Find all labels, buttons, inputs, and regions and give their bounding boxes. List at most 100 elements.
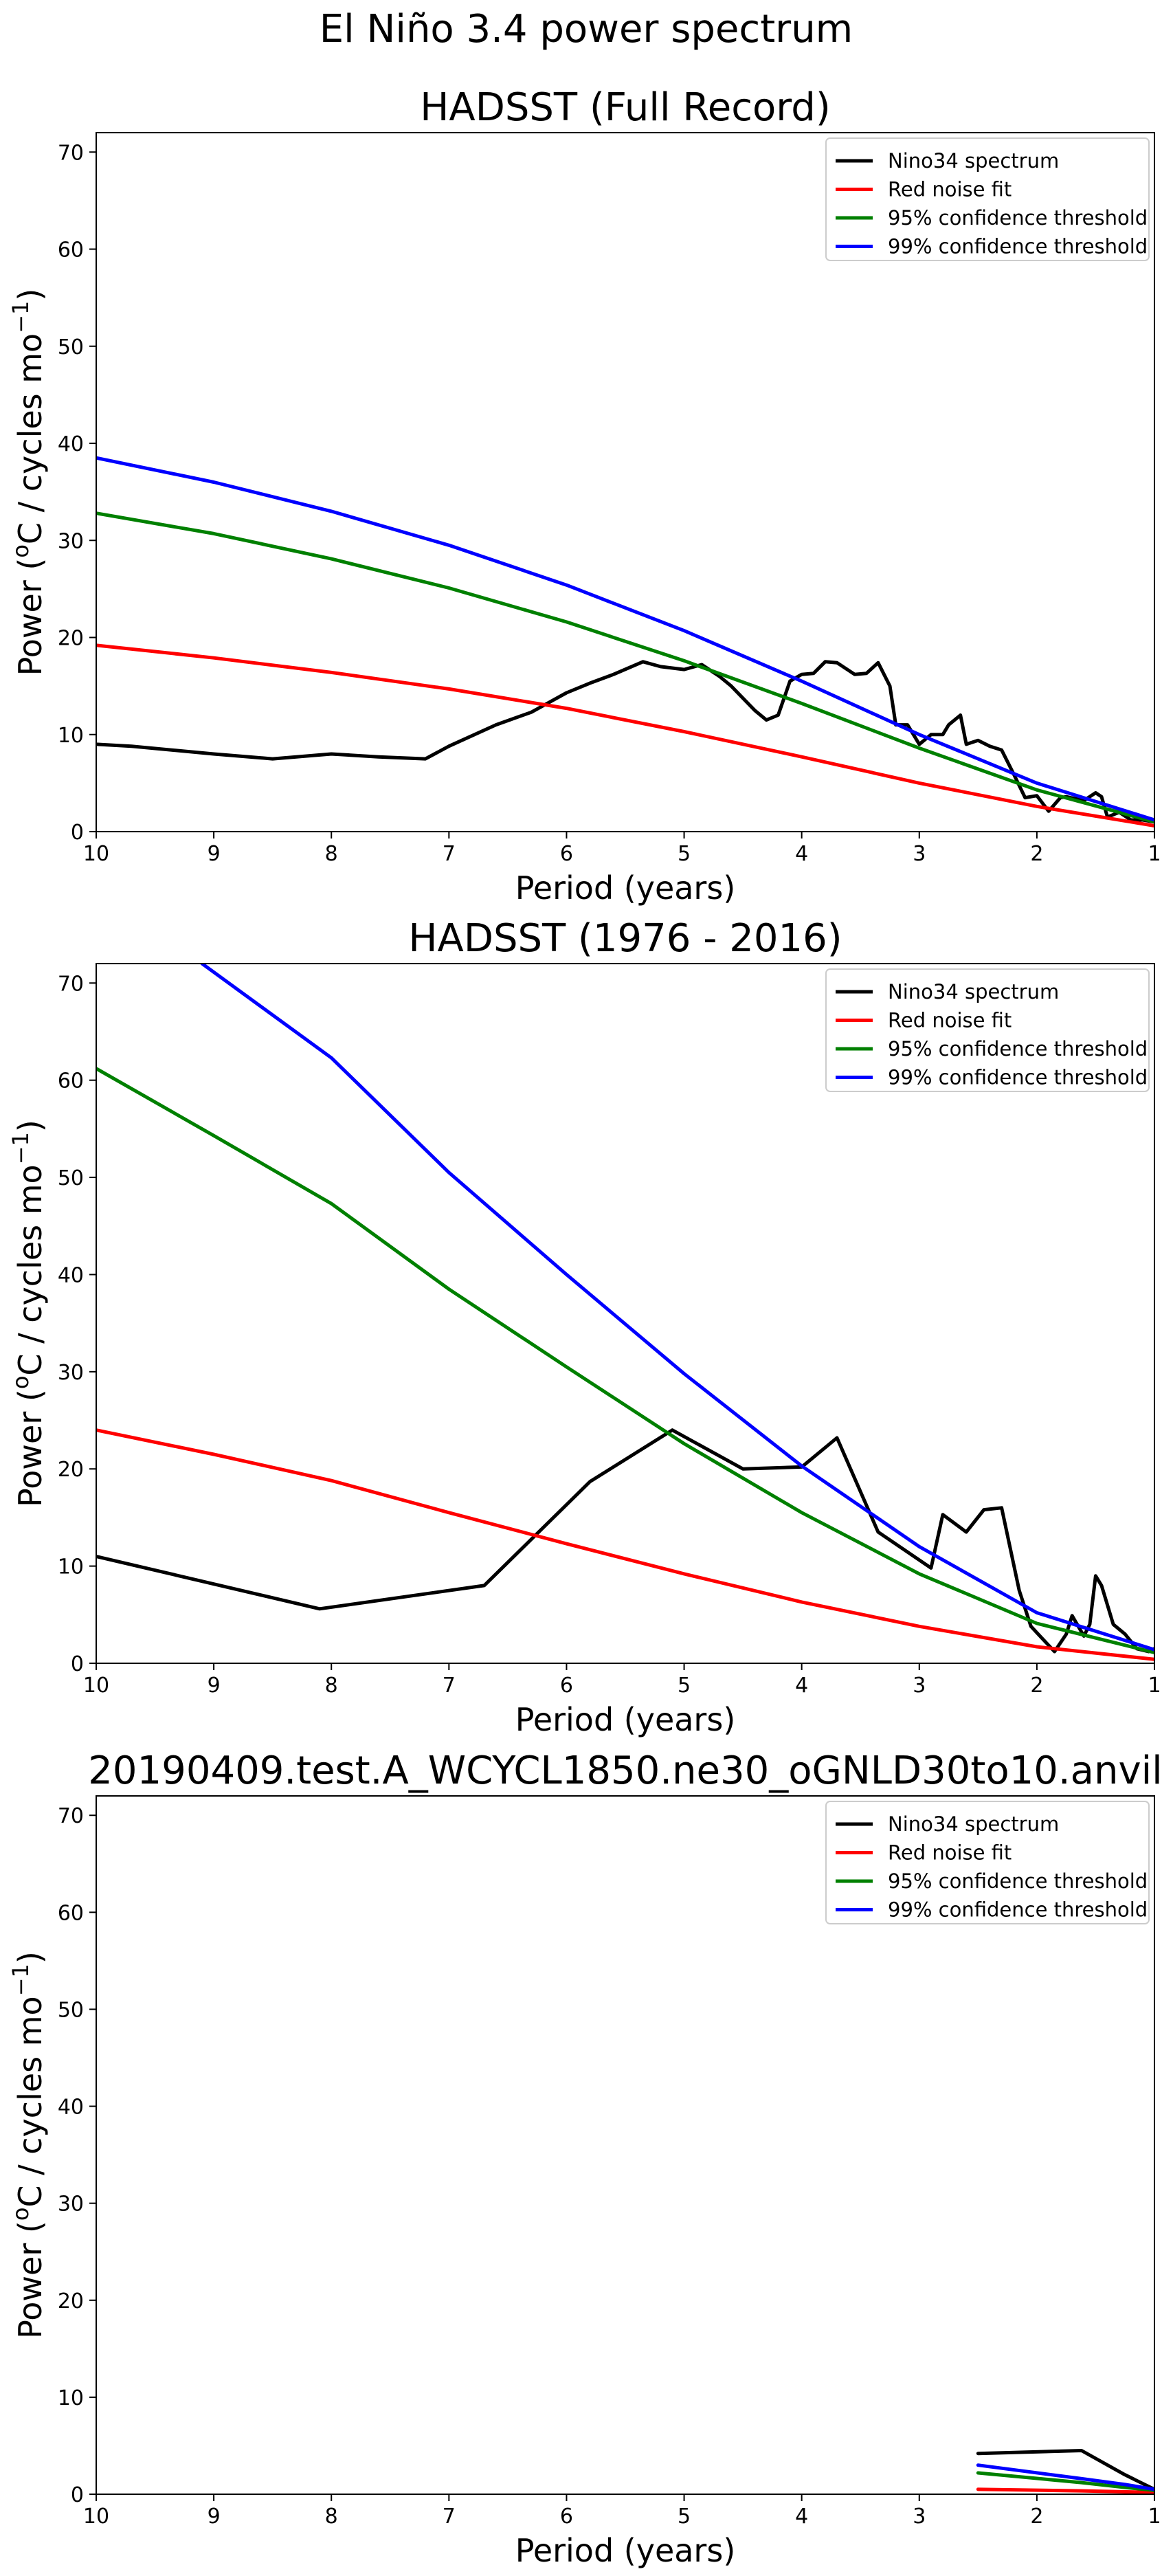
x-tick-label: 1 <box>1148 1674 1161 1698</box>
y-tick-label: 20 <box>58 1458 84 1482</box>
x-tick-label: 4 <box>795 2505 808 2529</box>
y-tick-label: 10 <box>58 2386 84 2410</box>
series-line-99-confidence-threshold <box>976 2463 1154 2491</box>
legend-label: 95% confidence threshold <box>888 1869 1148 1893</box>
legend: Nino34 spectrum Red noise fit 95% confiden… <box>825 1801 1150 1924</box>
panels: HADSST (Full Record)10 9 8 7 6 5 4 3 2 1010203040… <box>8 85 1163 2569</box>
y-tick-label: 20 <box>58 2289 84 2313</box>
y-tick-label: 0 <box>71 2483 84 2507</box>
x-tick-label: 9 <box>208 1674 221 1698</box>
x-tick-label: 4 <box>795 1674 808 1698</box>
figure-suptitle: El Niño 3.4 power spectrum <box>320 7 853 52</box>
y-axis-label: Power (oC / cycles mo−1) <box>8 1120 49 1507</box>
x-tick-label: 6 <box>560 842 573 866</box>
y-tick-label: 60 <box>58 1069 84 1093</box>
chart-panel-1: HADSST (Full Record)10 9 8 7 6 5 4 3 2 1010203040… <box>8 85 1161 907</box>
y-tick-label: 20 <box>58 627 84 651</box>
series-line-red-noise-fit <box>96 643 1154 828</box>
axes-frame <box>96 132 1155 832</box>
y-tick-label: 10 <box>58 724 84 748</box>
x-tick-label: 9 <box>208 2505 221 2529</box>
series-line-red-noise-fit <box>96 1428 1154 1661</box>
y-tick-label: 70 <box>58 1804 84 1828</box>
y-tick-label: 40 <box>58 2096 84 2120</box>
legend-label: Red noise fit <box>888 178 1012 201</box>
y-tick-label: 60 <box>58 238 84 263</box>
legend-box <box>825 968 1150 1092</box>
series-line-nino34-spectrum <box>96 1428 1154 1654</box>
x-tick-label: 7 <box>443 842 456 866</box>
y-tick-label: 30 <box>58 1361 84 1385</box>
y-tick-label: 50 <box>58 335 84 359</box>
y-axis-label: Power (oC / cycles mo−1) <box>8 1951 49 2339</box>
x-tick-label: 6 <box>560 2505 573 2529</box>
axes-frame <box>96 1795 1155 2495</box>
legend-label: 95% confidence threshold <box>888 1037 1148 1061</box>
x-tick-label: 3 <box>913 1674 926 1698</box>
x-tick-label: 5 <box>678 2505 691 2529</box>
y-tick-label: 40 <box>58 1263 84 1287</box>
y-tick-label: 50 <box>58 1998 84 2022</box>
series-line-95-confidence-threshold <box>96 1067 1154 1654</box>
legend-label: Red noise fit <box>888 1009 1012 1032</box>
y-axis-label: Power (oC / cycles mo−1) <box>8 289 49 676</box>
x-tick-label: 9 <box>208 842 221 866</box>
x-tick-label: 8 <box>325 2505 338 2529</box>
chart-panel-2: HADSST (1976 - 2016)10 9 8 7 6 5 4 3 2 1010203040… <box>8 916 1161 1738</box>
y-tick-label: 60 <box>58 1901 84 1925</box>
legend-label: Nino34 spectrum <box>888 149 1059 173</box>
chart-title: HADSST (Full Record) <box>420 85 830 130</box>
legend-label: Red noise fit <box>888 1841 1012 1865</box>
axes-frame <box>96 963 1155 1664</box>
x-tick-label: 1 <box>1148 842 1161 866</box>
x-tick-label: 4 <box>795 842 808 866</box>
legend-label: Nino34 spectrum <box>888 1812 1059 1836</box>
x-axis-label: Period (years) <box>515 2532 736 2569</box>
legend-box <box>825 1801 1150 1924</box>
legend: Nino34 spectrum Red noise fit 95% confiden… <box>825 137 1150 261</box>
x-tick-label: 5 <box>678 842 691 866</box>
x-tick-label: 2 <box>1030 1674 1043 1698</box>
y-tick-label: 70 <box>58 141 84 165</box>
series-line-95-confidence-threshold <box>976 2471 1154 2492</box>
chart-title: 20190409.test.A_WCYCL1850.ne30_oGNLD30to… <box>88 1748 1162 1793</box>
series-group <box>976 2449 1154 2494</box>
x-tick-label: 8 <box>325 842 338 866</box>
x-tick-label: 7 <box>443 1674 456 1698</box>
legend-label: 99% confidence threshold <box>888 1066 1148 1089</box>
x-tick-label: 6 <box>560 1674 573 1698</box>
y-tick-label: 50 <box>58 1166 84 1190</box>
y-tick-label: 30 <box>58 529 84 553</box>
x-tick-label: 3 <box>913 2505 926 2529</box>
x-tick-label: 1 <box>1148 2505 1161 2529</box>
x-tick-label: 5 <box>678 1674 691 1698</box>
x-tick-label: 8 <box>325 1674 338 1698</box>
y-tick-label: 40 <box>58 432 84 456</box>
chart-title: HADSST (1976 - 2016) <box>408 916 842 961</box>
x-axis-label: Period (years) <box>515 1701 736 1738</box>
series-line-95-confidence-threshold <box>96 511 1154 824</box>
x-tick-label: 10 <box>83 1674 109 1698</box>
x-tick-label: 10 <box>83 2505 109 2529</box>
y-tick-label: 0 <box>71 1652 84 1676</box>
y-tick-label: 10 <box>58 1555 84 1579</box>
series-line-red-noise-fit <box>976 2487 1154 2494</box>
series-group <box>96 456 1154 828</box>
legend: Nino34 spectrum Red noise fit 95% confiden… <box>825 968 1150 1092</box>
chart-panel-3: 20190409.test.A_WCYCL1850.ne30_oGNLD30to… <box>8 1748 1163 2569</box>
series-line-99-confidence-threshold <box>200 964 1154 1652</box>
x-tick-label: 7 <box>443 2505 456 2529</box>
legend-label: Nino34 spectrum <box>888 980 1059 1003</box>
series-line-nino34-spectrum <box>96 660 1154 824</box>
y-tick-label: 30 <box>58 2192 84 2217</box>
series-line-99-confidence-threshold <box>96 456 1154 822</box>
x-tick-label: 3 <box>913 842 926 866</box>
series-line-nino34-spectrum <box>976 2449 1154 2491</box>
x-tick-label: 2 <box>1030 842 1043 866</box>
x-tick-label: 10 <box>83 842 109 866</box>
x-tick-label: 2 <box>1030 2505 1043 2529</box>
y-tick-label: 70 <box>58 972 84 996</box>
legend-box <box>825 137 1150 261</box>
